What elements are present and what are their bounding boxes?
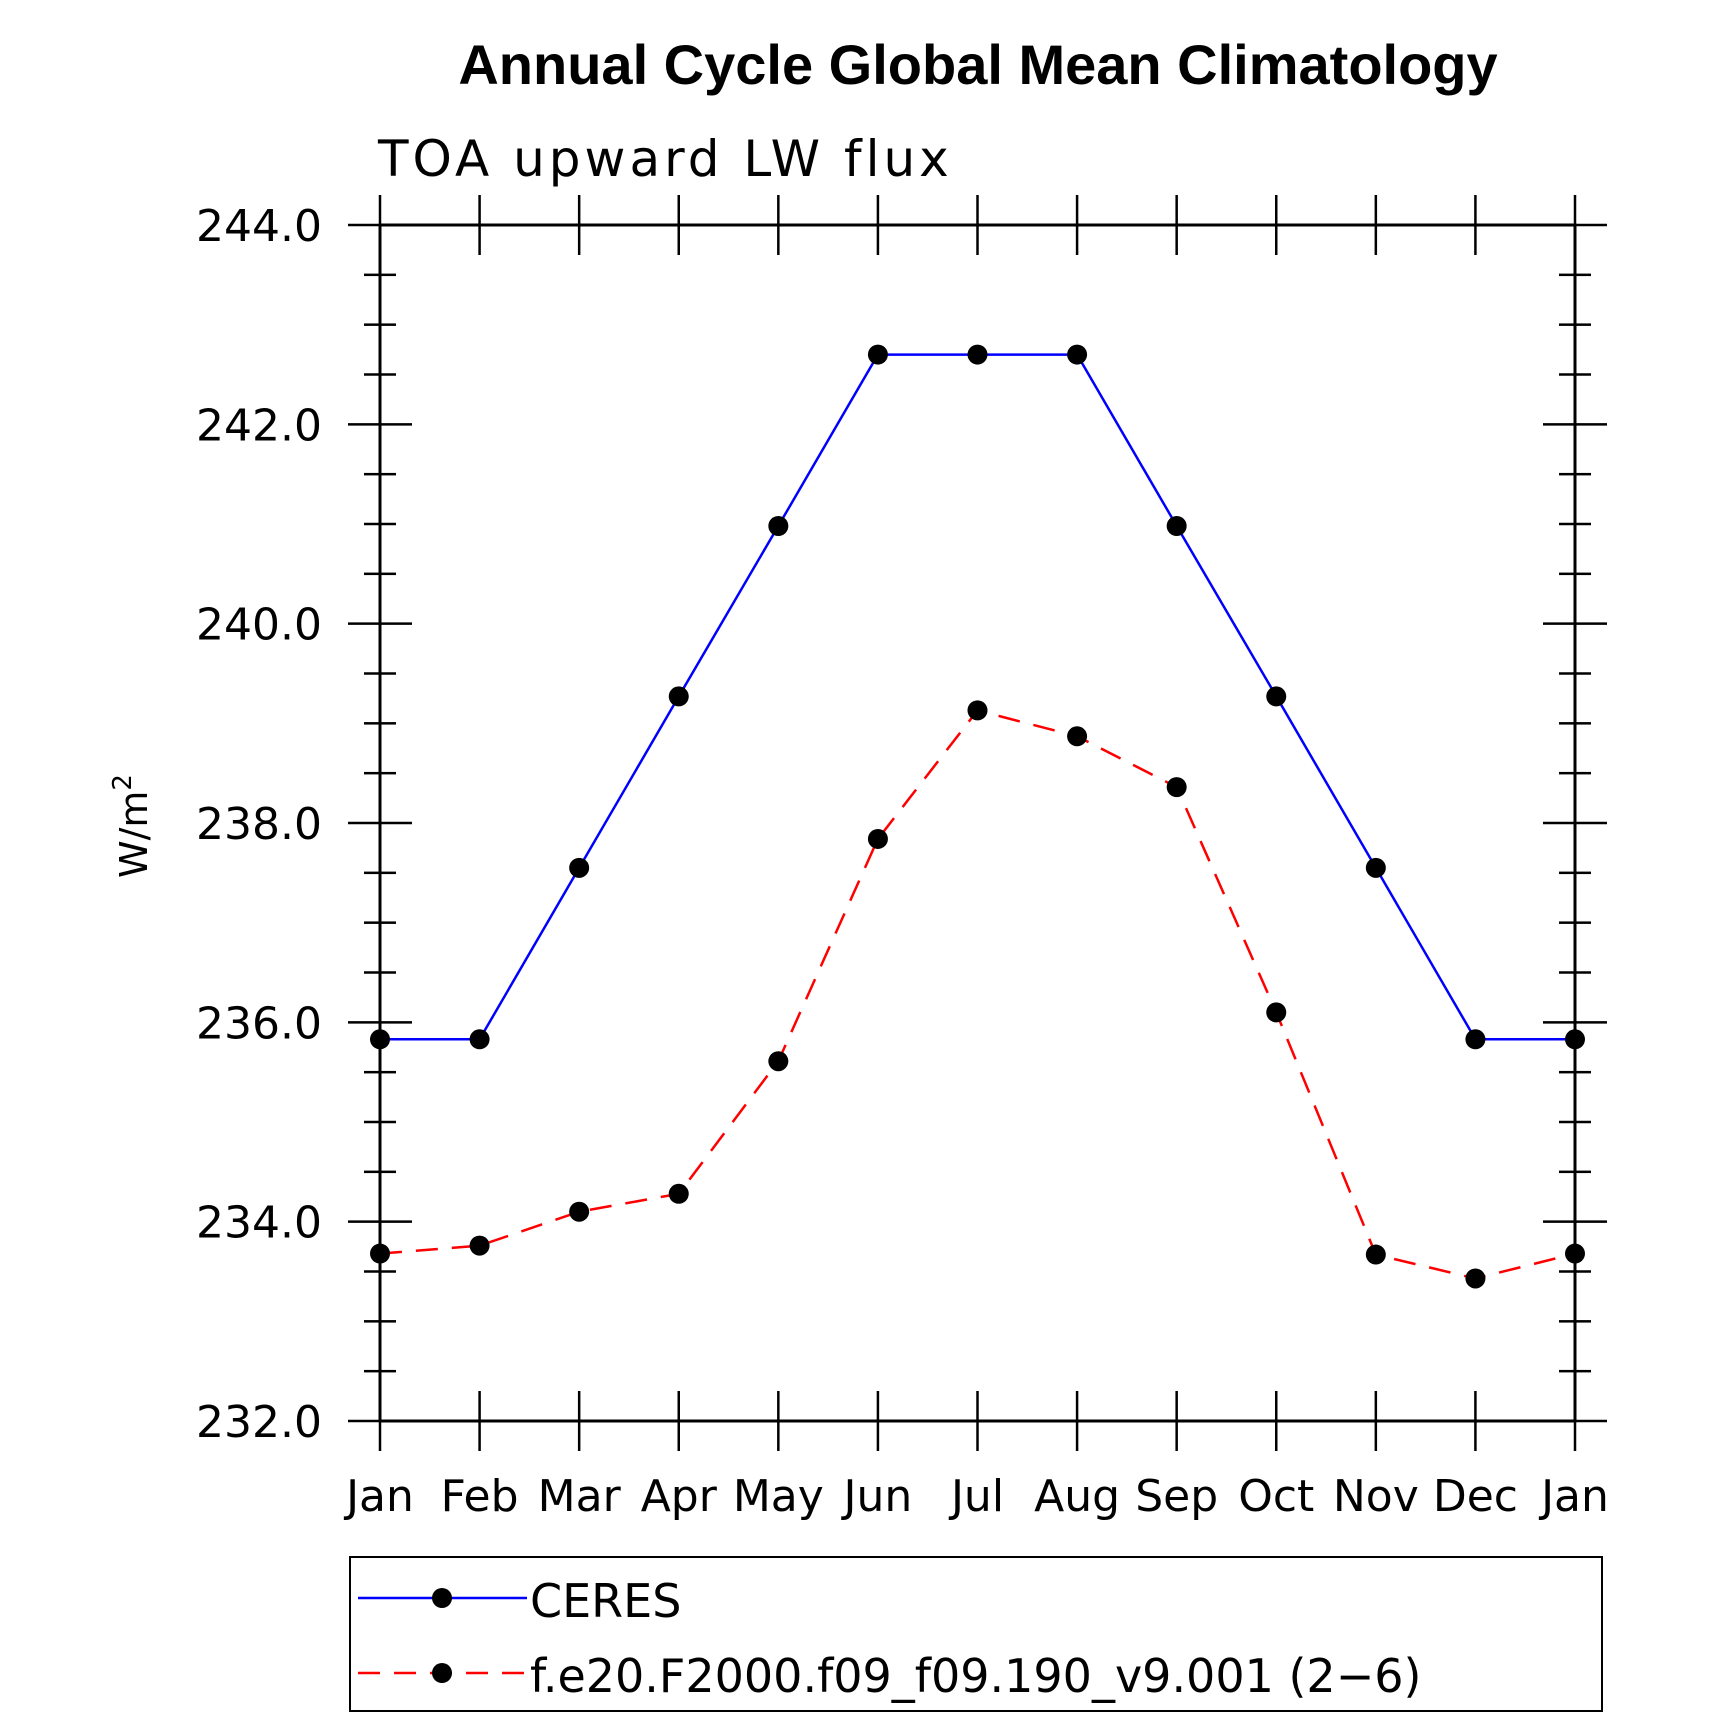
legend-label-model: f.e20.F2000.f09_f09.190_v9.001 (2−6) — [530, 1649, 1421, 1703]
x-tick-label: Aug — [1034, 1471, 1120, 1522]
x-tick-label: Oct — [1238, 1471, 1314, 1522]
series-0-point — [1365, 857, 1386, 878]
chart-title: Annual Cycle Global Mean Climatology — [458, 33, 1497, 96]
y-tick-label: 234.0 — [196, 1198, 322, 1249]
series-layer — [370, 344, 1585, 1289]
chart-subtitle: TOA upward LW flux — [377, 130, 953, 188]
legend-label-ceres: CERES — [530, 1574, 681, 1628]
y-tick-label: 238.0 — [196, 799, 322, 850]
x-tick-label: Jan — [1538, 1471, 1609, 1522]
series-1-point — [1465, 1268, 1486, 1289]
series-1-point — [1365, 1244, 1386, 1265]
series-0-point — [768, 515, 789, 536]
y-axis-label: W/m2 — [108, 774, 156, 878]
series-0-point — [867, 344, 888, 365]
series-1-point — [867, 828, 888, 849]
legend-marker-ceres — [432, 1588, 452, 1608]
x-tick-label: Apr — [641, 1471, 718, 1522]
legend: CERES f.e20.F2000.f09_f09.190_v9.001 (2−… — [349, 1556, 1603, 1712]
x-tick-label: Jul — [948, 1471, 1004, 1522]
series-1-point — [1166, 777, 1187, 798]
x-tick-label: Dec — [1433, 1471, 1518, 1522]
x-tick-label: Nov — [1333, 1471, 1419, 1522]
x-tick-label: Mar — [538, 1471, 622, 1522]
series-1-point — [668, 1183, 689, 1204]
legend-frame — [349, 1556, 1603, 1712]
series-1-point — [370, 1243, 390, 1264]
series-0-point — [668, 686, 689, 707]
y-axis-label-superscript: 2 — [108, 774, 138, 791]
series-1-point — [469, 1235, 490, 1256]
plot-frame — [378, 223, 1577, 1423]
x-tick-label: Jan — [343, 1471, 414, 1522]
x-tick-label: Jun — [841, 1471, 913, 1522]
series-0-point — [1166, 515, 1187, 536]
series-0-point — [469, 1029, 490, 1050]
y-axis-label-base: W/m — [112, 791, 156, 878]
series-1-point — [967, 700, 988, 721]
y-tick-label: 242.0 — [196, 400, 322, 451]
series-line-1 — [379, 708, 1576, 1280]
series-0-point — [967, 344, 988, 365]
legend-marker-model — [432, 1663, 452, 1683]
y-tick-label: 244.0 — [196, 201, 322, 252]
plot-area: 232.0 234.0 236.0 238.0 240.0 242.0 244.0 Jan Fe… — [196, 195, 1609, 1522]
series-0-point — [1266, 686, 1287, 707]
series-1-point — [768, 1051, 789, 1072]
x-tick-label: Feb — [441, 1471, 519, 1522]
x-tick-label: May — [733, 1471, 824, 1522]
y-tick-label: 236.0 — [196, 998, 322, 1049]
series-1-point — [1565, 1243, 1585, 1264]
y-tick-label: 232.0 — [196, 1397, 322, 1448]
y-tick-label: 240.0 — [196, 600, 322, 651]
series-0-point — [569, 857, 590, 878]
series-line-0 — [380, 353, 1575, 1041]
axis-ticks: 232.0 234.0 236.0 238.0 240.0 242.0 244.0 Jan Fe… — [196, 195, 1609, 1522]
x-tick-label: Sep — [1135, 1471, 1218, 1522]
series-0-point — [1465, 1029, 1486, 1050]
series-0-point — [1565, 1029, 1585, 1050]
series-0-point — [1067, 344, 1088, 365]
series-0-point — [370, 1029, 390, 1050]
series-1-point — [1067, 726, 1088, 747]
series-1-point — [1266, 1002, 1287, 1023]
series-1-point — [569, 1201, 590, 1222]
